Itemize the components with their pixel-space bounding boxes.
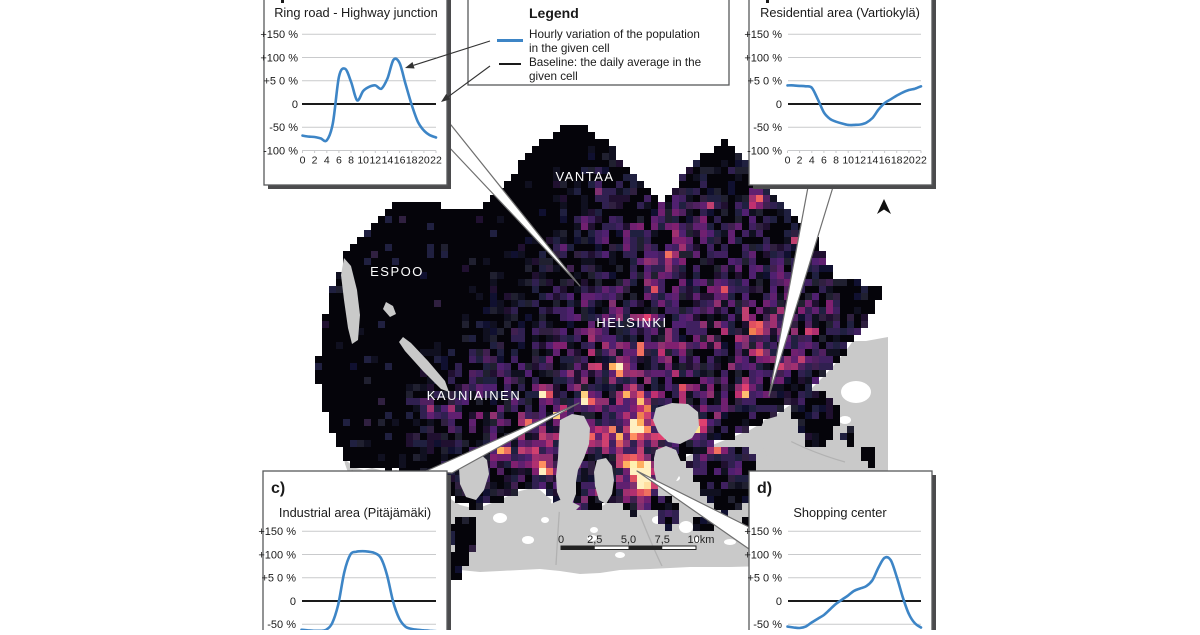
svg-text:7,5: 7,5: [655, 534, 670, 546]
svg-text:4: 4: [809, 155, 815, 167]
svg-text:Hourly variation of the popula: Hourly variation of the population: [529, 28, 700, 41]
svg-text:0: 0: [776, 596, 782, 608]
svg-text:+150 %: +150 %: [258, 526, 296, 538]
svg-text:+100 %: +100 %: [258, 549, 296, 561]
svg-text:ESPOO: ESPOO: [370, 264, 424, 279]
svg-text:-50 %: -50 %: [753, 619, 782, 630]
svg-text:0: 0: [776, 99, 782, 111]
svg-text:6: 6: [336, 155, 342, 167]
svg-text:KAUNIAINEN: KAUNIAINEN: [427, 388, 521, 403]
svg-text:14: 14: [867, 155, 879, 167]
svg-text:VANTAA: VANTAA: [555, 169, 614, 184]
svg-text:+5 0 %: +5 0 %: [747, 573, 782, 585]
svg-text:0: 0: [785, 155, 791, 167]
svg-text:10km: 10km: [688, 534, 715, 546]
svg-text:Industrial area (Pitäjämäki): Industrial area (Pitäjämäki): [279, 505, 431, 520]
svg-text:14: 14: [382, 155, 394, 167]
svg-text:d): d): [757, 480, 772, 497]
svg-text:+150 %: +150 %: [260, 29, 298, 41]
svg-text:18: 18: [891, 155, 903, 167]
svg-text:20: 20: [418, 155, 430, 167]
svg-text:+100 %: +100 %: [744, 52, 782, 64]
svg-text:12: 12: [369, 155, 381, 167]
svg-text:8: 8: [833, 155, 839, 167]
svg-text:-100 %: -100 %: [263, 145, 298, 157]
svg-text:0: 0: [290, 596, 296, 608]
svg-text:Legend: Legend: [529, 5, 579, 21]
svg-text:+5 0 %: +5 0 %: [261, 573, 296, 585]
svg-text:20: 20: [903, 155, 915, 167]
svg-text:c): c): [271, 480, 285, 497]
svg-text:18: 18: [406, 155, 418, 167]
svg-text:+150 %: +150 %: [744, 29, 782, 41]
svg-text:0: 0: [300, 155, 306, 167]
svg-text:16: 16: [394, 155, 406, 167]
svg-text:-50 %: -50 %: [753, 122, 782, 134]
svg-text:+5 0 %: +5 0 %: [263, 76, 298, 88]
svg-text:4: 4: [324, 155, 330, 167]
svg-text:16: 16: [879, 155, 891, 167]
svg-text:2: 2: [312, 155, 318, 167]
svg-text:22: 22: [915, 155, 927, 167]
svg-text:-100 %: -100 %: [747, 145, 782, 157]
svg-text:-50 %: -50 %: [267, 619, 296, 630]
svg-text:0: 0: [292, 99, 298, 111]
svg-text:given cell: given cell: [529, 70, 578, 83]
svg-text:0: 0: [558, 534, 564, 546]
svg-text:+150 %: +150 %: [744, 526, 782, 538]
svg-text:+100 %: +100 %: [744, 549, 782, 561]
svg-text:2: 2: [797, 155, 803, 167]
svg-text:-50 %: -50 %: [269, 122, 298, 134]
svg-text:Ring road - Highway junction: Ring road - Highway junction: [274, 5, 438, 20]
svg-text:Shopping center: Shopping center: [793, 505, 887, 520]
svg-text:HELSINKI: HELSINKI: [596, 315, 667, 330]
svg-text:12: 12: [854, 155, 866, 167]
svg-text:+100 %: +100 %: [260, 52, 298, 64]
svg-text:10: 10: [357, 155, 369, 167]
svg-text:Baseline: the daily average in: Baseline: the daily average in the: [529, 56, 701, 69]
svg-text:Residential area (Vartiokylä): Residential area (Vartiokylä): [760, 5, 920, 20]
svg-text:+5 0 %: +5 0 %: [747, 76, 782, 88]
svg-text:8: 8: [348, 155, 354, 167]
svg-text:in the given cell: in the given cell: [529, 42, 610, 55]
svg-text:5,0: 5,0: [621, 534, 636, 546]
svg-text:22: 22: [430, 155, 442, 167]
svg-text:6: 6: [821, 155, 827, 167]
svg-text:10: 10: [842, 155, 854, 167]
svg-text:2,5: 2,5: [587, 534, 602, 546]
